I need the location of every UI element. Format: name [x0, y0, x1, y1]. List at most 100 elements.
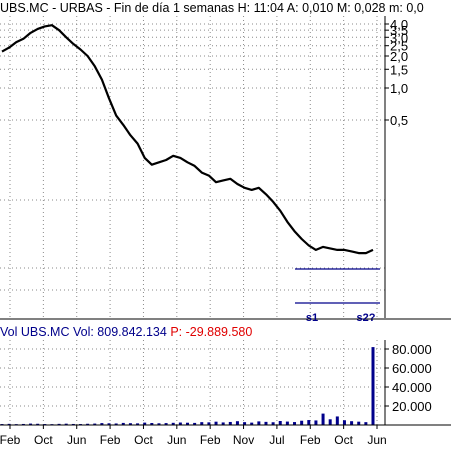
- volume-bar: [128, 423, 132, 425]
- volume-bar: [342, 420, 346, 425]
- volume-bar: [100, 423, 104, 425]
- volume-bars: [0, 347, 375, 425]
- volume-bar: [71, 423, 75, 425]
- header-h-value: 11:04: [253, 1, 284, 15]
- volume-bar: [57, 423, 61, 425]
- volume-bar: [207, 422, 211, 425]
- volume-bar: [86, 423, 90, 425]
- volume-bar: [250, 422, 254, 425]
- header-name: URBAS: [59, 1, 103, 15]
- volume-bar: [221, 422, 225, 425]
- price-line: [1, 24, 374, 255]
- date-tick-label: Jul: [269, 433, 284, 447]
- volume-bar: [214, 421, 218, 425]
- volume-bar: [36, 423, 40, 425]
- volume-bar: [186, 422, 189, 425]
- volume-bar: [357, 421, 361, 425]
- price-tick-label: 1,0: [390, 81, 408, 96]
- volume-bar: [171, 422, 175, 425]
- volume-bar: [235, 421, 239, 425]
- volume-bar: [228, 421, 232, 425]
- volume-bar: [271, 422, 275, 425]
- support-label-s2: s2?: [357, 312, 376, 324]
- volume-symbol: UBS.MC: [20, 325, 70, 339]
- volume-bar: [164, 423, 168, 425]
- volume-bar: [21, 423, 25, 425]
- volume-bar: [350, 421, 354, 425]
- volume-bar: [321, 413, 325, 425]
- date-tick-label: Oct: [34, 433, 53, 447]
- volume-tick-label: 60.000: [392, 361, 432, 376]
- volume-bar: [7, 423, 11, 425]
- volume-bar: [29, 423, 33, 425]
- date-tick-label: Feb: [0, 433, 21, 447]
- date-tick-label: Jun: [167, 433, 186, 447]
- volume-total: Vol: 809.842.134: [72, 325, 167, 339]
- price-tick-label: 1,5: [390, 62, 408, 77]
- date-tick-label: Feb: [200, 433, 221, 447]
- support-label-s1: s1: [306, 312, 318, 324]
- volume-bar: [278, 421, 282, 425]
- volume-bar: [264, 421, 268, 425]
- chart-grid: [0, 16, 385, 425]
- volume-bar: [143, 422, 147, 425]
- volume-bar: [200, 422, 204, 425]
- volume-bar: [243, 422, 247, 425]
- volume-bar: [193, 422, 197, 425]
- date-tick-label: Nov: [233, 433, 254, 447]
- volume-bar: [114, 423, 118, 425]
- date-tick-label: Jun: [67, 433, 86, 447]
- volume-bar: [150, 423, 154, 425]
- volume-p-value: P: -29.889.580: [170, 325, 253, 339]
- volume-bar: [300, 420, 304, 425]
- price-series: [1, 24, 374, 255]
- volume-bar: [107, 423, 111, 425]
- volume-bar: [257, 421, 261, 425]
- header-a-value: 0,010: [302, 1, 334, 15]
- header-mm-label: m:: [388, 1, 403, 15]
- header-m-label: M:: [336, 1, 351, 15]
- date-tick-label: Oct: [334, 433, 353, 447]
- volume-bar: [307, 420, 311, 425]
- header-m-value: 0,028: [354, 1, 386, 15]
- volume-axis: 80.000 60.000 40.000 20.000: [384, 340, 432, 425]
- price-tick-label: 3,0: [390, 30, 408, 45]
- volume-bar: [314, 420, 318, 425]
- volume-bar: [157, 423, 161, 425]
- volume-label: Vol: [0, 325, 18, 339]
- price-tick-label: 0,5: [390, 113, 408, 128]
- volume-bar: [364, 422, 368, 425]
- price-tick-label: 3,5: [390, 23, 408, 38]
- header-mm-value: 0,0: [406, 1, 424, 15]
- volume-bar: [178, 422, 182, 425]
- price-axis: 4,03,53,02,52,01,5 1,0 0,5: [0, 16, 451, 320]
- date-axis: Feb Oct Jun Feb Oct Jun Feb Nov Jul Feb Oct Jun: [0, 424, 451, 447]
- volume-bar: [93, 423, 97, 425]
- volume-bar: [293, 422, 297, 425]
- volume-bar: [64, 423, 68, 425]
- volume-tick-label: 80.000: [392, 342, 432, 357]
- volume-bar: [121, 422, 125, 425]
- header-symbol: UBS.MC: [0, 1, 49, 15]
- date-tick-label: Oct: [134, 433, 153, 447]
- volume-bar: [136, 423, 140, 425]
- volume-bar: [328, 419, 332, 425]
- date-tick-label: Feb: [100, 433, 121, 447]
- support-lines: s1 s2?: [295, 268, 380, 324]
- header-period: Fin de día 1 semanas: [113, 1, 235, 15]
- volume-tick-label: 20.000: [392, 399, 432, 414]
- volume-bar: [335, 416, 339, 425]
- volume-header: Vol UBS.MC Vol: 809.842.134 P: -29.889.5…: [0, 324, 252, 340]
- date-tick-label: Feb: [300, 433, 321, 447]
- volume-tick-label: 40.000: [392, 380, 432, 395]
- chart-header: UBS.MC - URBAS - Fin de día 1 semanas H:…: [0, 1, 424, 15]
- date-tick-label: Jun: [367, 433, 386, 447]
- header-a-label: A:: [286, 1, 299, 15]
- price-tick-label: 2,0: [390, 49, 408, 64]
- volume-bar: [285, 421, 289, 425]
- header-h-label: H:: [237, 1, 251, 15]
- price-tick-label: 4,0: [390, 17, 408, 32]
- volume-bar: [371, 347, 375, 425]
- price-tick-label: 2,5: [390, 39, 408, 54]
